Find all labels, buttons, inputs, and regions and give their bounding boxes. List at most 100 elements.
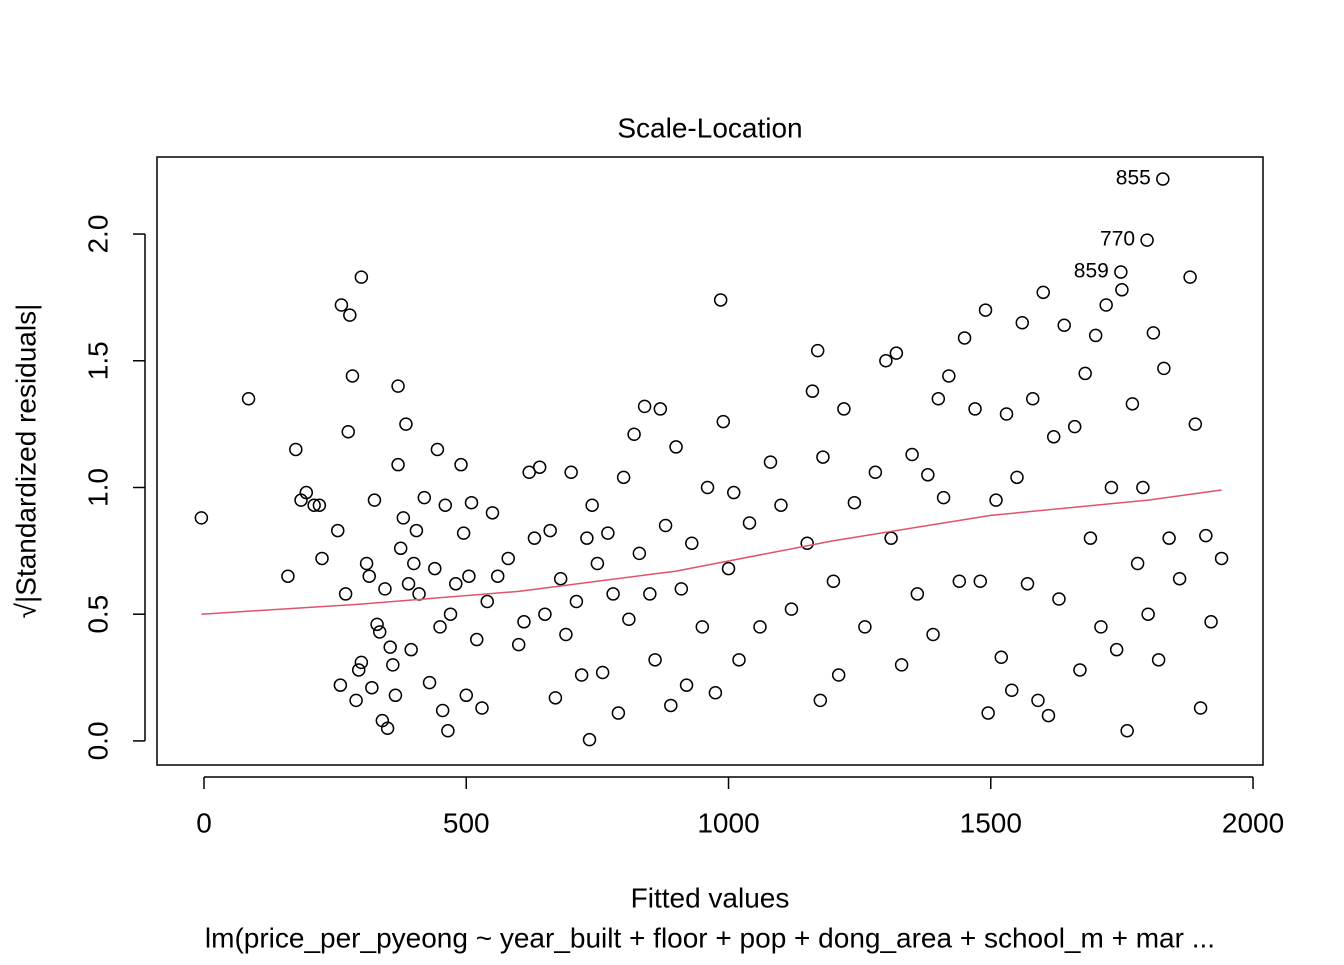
point: [926, 627, 940, 642]
point: [435, 703, 450, 718]
x-tick-label: 500: [443, 807, 490, 838]
point: [695, 620, 710, 634]
point: [501, 551, 515, 566]
point: [365, 680, 379, 695]
point: [816, 450, 830, 464]
point: [464, 495, 479, 510]
point: [713, 293, 728, 307]
point: [622, 612, 636, 627]
point: [669, 440, 683, 454]
labeled-point: [1114, 265, 1128, 279]
point: [931, 392, 946, 406]
point: [351, 663, 366, 677]
point: [359, 556, 374, 571]
point: [315, 551, 329, 566]
point: [312, 498, 327, 512]
point: [611, 706, 626, 720]
point: [391, 379, 405, 393]
y-tick-label: 0.5: [82, 595, 113, 634]
point: [341, 424, 355, 439]
point: [894, 658, 909, 672]
point: [1109, 642, 1124, 657]
point-label: 770: [1100, 228, 1135, 251]
point: [1130, 556, 1145, 571]
point: [1083, 531, 1098, 545]
point: [957, 331, 972, 345]
point: [1162, 531, 1176, 545]
point: [378, 582, 392, 596]
point: [456, 526, 471, 540]
x-tick-label: 1000: [697, 807, 759, 838]
point-label: 855: [1116, 167, 1151, 190]
point: [637, 399, 652, 414]
x-tick-label: 2000: [1222, 807, 1284, 838]
point: [708, 686, 723, 700]
point: [879, 354, 893, 368]
point: [868, 465, 883, 480]
point: [784, 602, 799, 616]
point: [553, 571, 568, 586]
point: [1136, 480, 1150, 495]
point: [1052, 592, 1066, 606]
point: [367, 493, 382, 507]
point: [338, 587, 353, 601]
point: [763, 455, 778, 469]
point: [380, 721, 395, 736]
point: [1141, 607, 1155, 621]
point: [485, 506, 500, 520]
y-tick-label: 0.0: [82, 721, 113, 760]
point: [727, 485, 741, 500]
point: [1005, 683, 1019, 697]
point: [543, 523, 557, 538]
point: [1214, 551, 1229, 566]
point: [490, 569, 505, 583]
point: [1146, 326, 1161, 340]
point: [299, 485, 314, 500]
point: [422, 675, 437, 690]
point: [289, 442, 303, 457]
point: [1115, 283, 1129, 297]
y-tick-label: 1.5: [82, 341, 113, 380]
labeled-point: [1156, 172, 1170, 186]
point: [574, 668, 589, 682]
point: [674, 582, 689, 596]
point: [1020, 577, 1035, 591]
point: [1073, 663, 1087, 677]
point: [1204, 615, 1218, 629]
point: [627, 427, 641, 442]
point: [858, 620, 872, 634]
point: [412, 587, 426, 601]
point: [511, 637, 526, 652]
point: [1057, 318, 1071, 333]
point: [548, 691, 563, 705]
point: [354, 655, 369, 670]
point: [616, 470, 631, 485]
point: [333, 678, 348, 692]
point: [454, 457, 468, 472]
point: [700, 480, 715, 495]
point: [1036, 285, 1050, 300]
point: [396, 511, 411, 525]
point: [847, 495, 862, 510]
y-tick-label: 2.0: [82, 215, 113, 254]
point: [449, 577, 463, 591]
point: [564, 465, 578, 480]
chart-title: Scale-Location: [617, 112, 802, 143]
point: [428, 561, 442, 576]
point: [469, 632, 484, 647]
point: [595, 665, 610, 680]
point: [989, 493, 1003, 507]
point: [585, 498, 599, 512]
point: [716, 414, 731, 429]
point: [1088, 328, 1103, 343]
point: [910, 587, 925, 601]
point: [522, 465, 536, 480]
point: [889, 346, 904, 360]
point: [343, 308, 357, 322]
point: [459, 688, 474, 703]
point: [370, 617, 384, 632]
x-tick-label: 1500: [960, 807, 1022, 838]
point: [1031, 693, 1045, 708]
point: [1172, 571, 1187, 586]
